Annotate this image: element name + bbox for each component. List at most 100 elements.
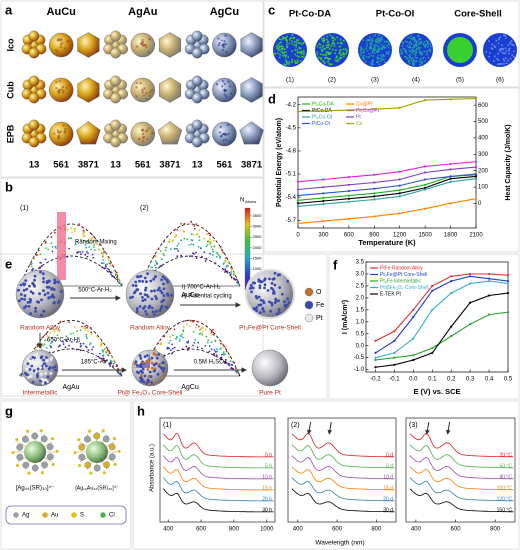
node-label: Pt@ Fe₃O₄ Core-Shell (118, 390, 184, 397)
point (225, 265, 228, 268)
atom-dot (158, 286, 161, 290)
speckle (366, 45, 368, 47)
y-tick-label: -0.5 (354, 355, 365, 361)
speckle (371, 40, 374, 42)
speckle (295, 62, 297, 64)
speckle (316, 51, 319, 54)
point (92, 240, 94, 243)
speckle (488, 40, 490, 42)
atom-dot (160, 304, 164, 308)
spectrum (409, 455, 514, 480)
atom-dot (148, 370, 152, 374)
series-marker (322, 178, 325, 181)
point (86, 240, 89, 243)
atom-dot (268, 277, 271, 281)
speckle (326, 44, 328, 46)
speckle (372, 59, 374, 62)
point (84, 327, 87, 329)
panel-frame (328, 253, 520, 400)
speckle (498, 38, 500, 41)
atom-dot (162, 294, 166, 298)
y-tick-label: -4.8 (286, 149, 297, 155)
x-tick-label: 1000 (260, 527, 274, 533)
speckle (411, 49, 414, 52)
speckle (328, 63, 331, 65)
atom (28, 75, 40, 87)
point (196, 346, 199, 349)
atom-dot (48, 366, 52, 369)
speckle (372, 63, 374, 66)
point (214, 340, 217, 343)
point (195, 326, 198, 329)
speckle (332, 39, 334, 42)
atom-dot (139, 292, 143, 296)
speckle (497, 59, 500, 61)
atom-dot (38, 360, 42, 364)
series-marker (347, 197, 350, 200)
point (180, 254, 183, 257)
column-header: AuCu (47, 6, 76, 18)
speckle (493, 45, 496, 47)
speckle (290, 40, 293, 42)
point (230, 276, 233, 279)
atom (110, 47, 121, 59)
colorbar-tick-label: 3500 (253, 213, 263, 218)
atom-dot (137, 137, 141, 141)
speckle (293, 44, 296, 46)
speckle (402, 42, 405, 45)
atom-dot (35, 355, 39, 359)
plot-frame (159, 417, 276, 523)
item-label: (2) (328, 77, 336, 84)
speckle (409, 56, 411, 58)
atom-dot (270, 282, 274, 285)
speckle (282, 47, 285, 49)
atom-dot (26, 301, 30, 304)
speckle (274, 53, 276, 55)
atom (101, 429, 105, 433)
speckle (374, 46, 376, 49)
series-marker (393, 351, 396, 354)
speckle (408, 62, 411, 65)
atom-dot (146, 137, 149, 141)
speckle (415, 60, 418, 62)
speckle (284, 56, 287, 58)
atom-dot (150, 361, 154, 365)
point (98, 244, 101, 246)
point (85, 251, 88, 253)
speckle (366, 39, 368, 42)
series-marker (431, 347, 434, 350)
subplot-title: AgAu (62, 384, 79, 391)
point (185, 345, 188, 348)
y-tick-label: -5.1 (286, 172, 297, 178)
panel-frame (0, 400, 132, 550)
point (163, 354, 166, 357)
series-marker (374, 366, 377, 369)
speckle (403, 48, 406, 51)
atom-dot (59, 45, 62, 49)
legend-label: Co@Pt (356, 101, 373, 107)
series-marker (474, 173, 478, 176)
atom-dot (166, 292, 169, 296)
series-marker (424, 207, 427, 210)
speckle (333, 37, 335, 40)
speckle (415, 51, 417, 54)
colorbar-tick-label: 1000 (253, 266, 263, 271)
atom-dot (141, 280, 145, 283)
speckle (424, 46, 427, 48)
atom-dot (25, 367, 28, 371)
speckle (339, 53, 342, 56)
point (155, 266, 157, 269)
point (198, 239, 201, 242)
speckle (285, 51, 287, 53)
series-marker (412, 308, 415, 311)
speckle (294, 49, 296, 51)
speckle (505, 62, 508, 64)
speckle (321, 49, 323, 51)
y2-axis-label: Heat Capacity (J/molK) (505, 124, 512, 200)
series-marker (398, 170, 401, 173)
x-tick-label: 1800 (444, 233, 458, 239)
speckle (493, 60, 495, 62)
speckle (383, 41, 386, 43)
point (47, 248, 50, 251)
y-tick-label: 0.5 (356, 331, 365, 337)
